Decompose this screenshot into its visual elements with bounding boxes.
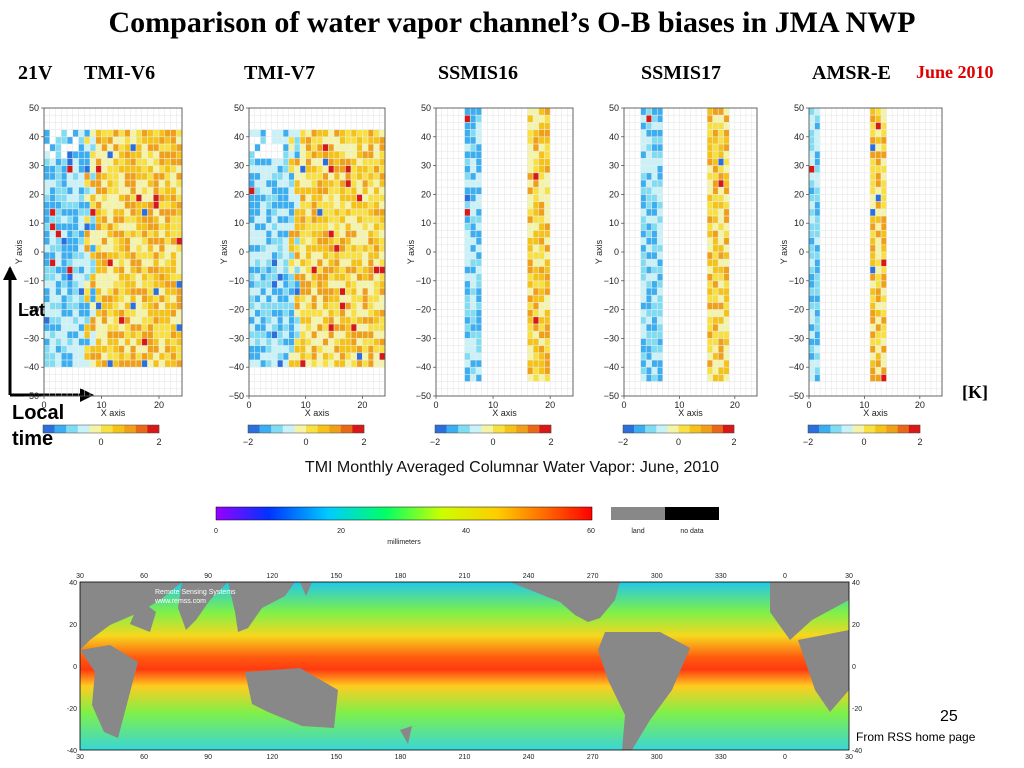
wv-tick: 60 (587, 528, 595, 535)
page-number: 25 (940, 708, 958, 726)
lat-tick-left: 0 (73, 664, 77, 671)
no-data-legend-label: no data (680, 528, 703, 535)
lat-tick-left: -40 (67, 748, 77, 755)
lon-tick-bottom: 90 (204, 754, 212, 761)
lon-tick-bottom: 60 (140, 754, 148, 761)
wv-unit-label: millimeters (387, 539, 421, 546)
lon-tick-top: 330 (715, 573, 727, 580)
lat-tick-left: 40 (69, 580, 77, 587)
lon-tick-bottom: 270 (587, 754, 599, 761)
water-vapor-map: 0 20 40 60 millimeters land no data Remo… (0, 0, 1024, 768)
lon-tick-bottom: 120 (266, 754, 278, 761)
lat-tick-left: 20 (69, 622, 77, 629)
water-vapor-colorbar (216, 507, 592, 520)
lon-tick-bottom: 210 (459, 754, 471, 761)
lon-tick-bottom: 150 (330, 754, 342, 761)
lat-tick-left: -20 (67, 706, 77, 713)
lon-tick-bottom: 330 (715, 754, 727, 761)
lon-tick-top: 270 (587, 573, 599, 580)
rss-brand-url: www.remss.com (154, 598, 206, 605)
wv-tick: 20 (337, 528, 345, 535)
lon-tick-top: 210 (459, 573, 471, 580)
lon-tick-bottom: 0 (783, 754, 787, 761)
lat-tick-right: -20 (852, 706, 862, 713)
lon-tick-bottom: 240 (523, 754, 535, 761)
lat-tick-right: 40 (852, 580, 860, 587)
lon-tick-bottom: 300 (651, 754, 663, 761)
lat-tick-right: 0 (852, 664, 856, 671)
lon-tick-bottom: 30 (76, 754, 84, 761)
land-swatch (611, 507, 665, 520)
lat-tick-right: 20 (852, 622, 860, 629)
lon-tick-top: 90 (204, 573, 212, 580)
lon-tick-bottom: 30 (845, 754, 853, 761)
lon-tick-bottom: 180 (395, 754, 407, 761)
lon-tick-top: 120 (266, 573, 278, 580)
wv-tick: 40 (462, 528, 470, 535)
no-data-swatch (665, 507, 719, 520)
source-note: From RSS home page (856, 730, 975, 744)
lon-tick-top: 0 (783, 573, 787, 580)
rss-brand-name: Remote Sensing Systems (155, 589, 236, 596)
wv-tick: 0 (214, 528, 218, 535)
lon-tick-top: 30 (76, 573, 84, 580)
lon-tick-top: 30 (845, 573, 853, 580)
lat-tick-right: -40 (852, 748, 862, 755)
land-legend-label: land (631, 528, 644, 535)
lon-tick-top: 60 (140, 573, 148, 580)
lon-tick-top: 150 (330, 573, 342, 580)
lon-tick-top: 240 (523, 573, 535, 580)
lon-tick-top: 180 (395, 573, 407, 580)
lon-tick-top: 300 (651, 573, 663, 580)
